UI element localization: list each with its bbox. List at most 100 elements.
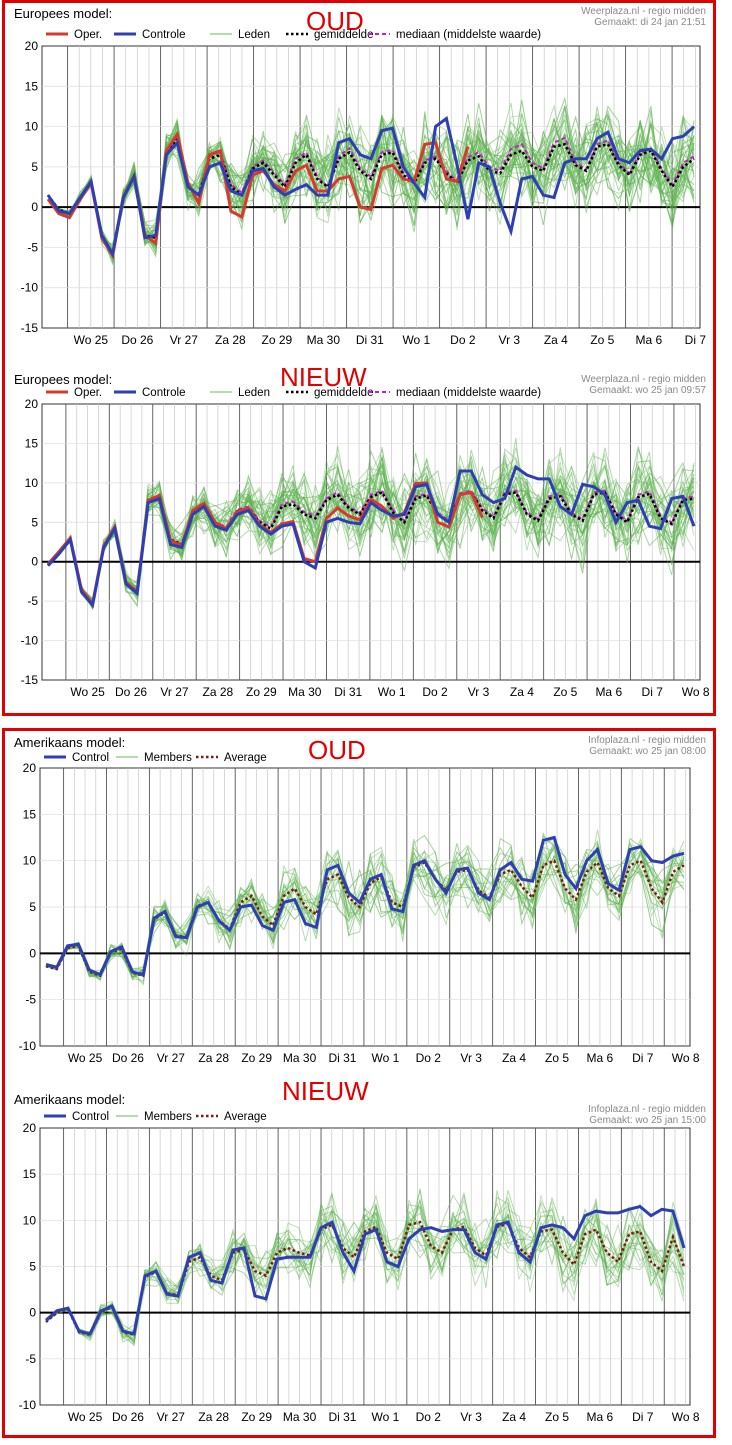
x-tick-label: Wo 8 <box>672 1051 700 1065</box>
legend-label-members: Members <box>144 752 192 764</box>
x-tick-label: Vr 27 <box>157 1410 186 1424</box>
x-tick-label: Wo 25 <box>68 1051 103 1065</box>
legend-label-oper: Oper. <box>74 29 102 41</box>
x-tick-label: Za 28 <box>215 333 246 347</box>
member-line <box>45 1202 685 1338</box>
legend-label-control: Controle <box>142 387 185 399</box>
panel-title: Europees model: <box>14 372 113 387</box>
y-tick-label: -10 <box>21 281 39 295</box>
member-line <box>47 454 695 609</box>
chart-panel-europees-nieuw: Europees model: NIEUW Weerplaza.nl - reg… <box>10 362 710 710</box>
mean-line <box>46 135 695 259</box>
chart-svg: 20 15 10 5 0 -5 -10 -15 Wo 25 Do 26 Vr 27 Za 28 Zo 2… <box>21 387 710 699</box>
y-tick-label: 0 <box>29 1306 36 1320</box>
x-tick-label: Wo 8 <box>682 685 710 699</box>
x-tick-label: Ma 6 <box>587 1410 614 1424</box>
panel-label-oud: OUD <box>308 735 366 765</box>
y-tick-label: 10 <box>25 476 39 490</box>
chart-panel-europees-oud: Europees model: OUD Weerplaza.nl - regio… <box>10 4 710 357</box>
x-tick-label: Wo 25 <box>68 1410 103 1424</box>
x-tick-label: Di 7 <box>632 1410 654 1424</box>
legend: Control Members Average <box>44 1111 267 1123</box>
x-tick-label: Wo 25 <box>74 333 109 347</box>
x-tick-label: Vr 3 <box>460 1410 482 1424</box>
member-line <box>45 1192 685 1346</box>
y-tick-label: 15 <box>23 1167 37 1181</box>
panel-label-nieuw: NIEUW <box>282 1076 369 1106</box>
x-tick-label: Do 26 <box>121 333 153 347</box>
x-tick-label: Di 7 <box>632 1051 654 1065</box>
y-tick-label: 0 <box>31 555 38 569</box>
y-tick-label: -5 <box>25 1352 36 1366</box>
frame-europees <box>2 0 716 716</box>
legend-label-control: Controle <box>142 29 185 41</box>
y-tick-label: 20 <box>23 761 37 775</box>
credit-made: Gemaakt: wo 25 jan 15:00 <box>589 1115 706 1126</box>
credit: Weerplaza.nl - regio midden Gemaakt: di … <box>581 6 706 28</box>
x-tick-label: Zo 29 <box>246 685 277 699</box>
x-tick-label: Ma 6 <box>587 1051 614 1065</box>
x-tick-label: Za 28 <box>198 1051 229 1065</box>
y-tick-label: 5 <box>31 160 38 174</box>
control-line <box>45 835 685 977</box>
y-tick-label: 15 <box>23 807 37 821</box>
x-tick-label: Do 26 <box>115 685 147 699</box>
x-tick-label: Do 26 <box>112 1410 144 1424</box>
legend-label-mean: Average <box>224 1111 267 1123</box>
member-line <box>47 455 695 603</box>
y-tick-label: 5 <box>29 900 36 914</box>
credit-source: Infoplaza.nl - regio midden <box>588 735 706 746</box>
frame-amerikaans <box>2 728 716 1438</box>
x-tick-label: Di 31 <box>328 1051 356 1065</box>
x-tick-label: Wo 25 <box>70 685 105 699</box>
x-tick-label: Do 26 <box>112 1051 144 1065</box>
x-tick-label: Wo 1 <box>402 333 430 347</box>
x-tick-label: Wo 1 <box>371 1051 399 1065</box>
x-tick-label: Di 7 <box>642 685 664 699</box>
x-tick-label: Do 2 <box>416 1051 442 1065</box>
control-line <box>46 115 695 259</box>
x-tick-label: Vr 3 <box>499 333 521 347</box>
legend: Oper. Controle Leden gemiddelde mediaan (mid… <box>46 29 541 41</box>
x-tick-label: Za 4 <box>510 685 534 699</box>
y-tick-label: 5 <box>29 1260 36 1274</box>
credit: Infoplaza.nl - regio midden Gemaakt: wo … <box>588 1104 706 1126</box>
chart-panel-amerikaans-nieuw: Amerikaans model: NIEUW Infoplaza.nl - r… <box>10 1076 710 1435</box>
x-tick-label: Di 7 <box>685 333 707 347</box>
y-tick-label: 20 <box>23 1121 37 1135</box>
member-line <box>47 453 695 610</box>
member-line <box>45 1196 685 1344</box>
x-tick-label: Di 31 <box>328 1410 356 1424</box>
x-tick-label: Zo 29 <box>261 333 292 347</box>
chart-svg: 20 15 10 5 0 -5 -10 Wo 25 Do 26 Vr 27 Za 28 Zo 29 Ma… <box>19 752 700 1065</box>
y-tick-label: 15 <box>25 79 39 93</box>
y-tick-label: -5 <box>27 594 38 608</box>
credit-source: Weerplaza.nl - regio midden <box>581 6 706 17</box>
member-line <box>47 461 695 609</box>
legend-label-members: Leden <box>238 29 270 41</box>
legend: Oper. Controle Leden gemiddelde mediaan (mid… <box>46 387 541 399</box>
control-line <box>46 464 696 609</box>
y-tick-label: 10 <box>25 120 39 134</box>
y-tick-label: 20 <box>25 39 39 53</box>
x-tick-label: Di 31 <box>334 685 362 699</box>
legend-label-median: mediaan (middelste waarde) <box>396 387 541 399</box>
legend-label-median: mediaan (middelste waarde) <box>396 29 541 41</box>
x-tick-label: Ma 30 <box>288 685 322 699</box>
credit-source: Infoplaza.nl - regio midden <box>588 1104 706 1115</box>
y-tick-label: 20 <box>25 397 39 411</box>
y-tick-label: 0 <box>29 946 36 960</box>
chart-svg: 20 15 10 5 0 -5 -10 -15 Wo 25 Do 26 Vr 27 Za 28 Zo 2… <box>21 29 707 347</box>
x-tick-label: Ma 30 <box>307 333 341 347</box>
y-tick-label: 15 <box>25 436 39 450</box>
y-tick-label: -10 <box>21 634 39 648</box>
x-tick-label: Ma 6 <box>595 685 622 699</box>
member-line <box>47 128 695 259</box>
x-tick-label: Wo 1 <box>371 1410 399 1424</box>
x-tick-label: Zo 5 <box>545 1410 569 1424</box>
x-tick-label: Do 2 <box>450 333 476 347</box>
x-tick-label: Ma 30 <box>283 1410 317 1424</box>
x-tick-label: Za 4 <box>502 1410 526 1424</box>
x-tick-label: Za 4 <box>502 1051 526 1065</box>
y-tick-label: 0 <box>31 200 38 214</box>
